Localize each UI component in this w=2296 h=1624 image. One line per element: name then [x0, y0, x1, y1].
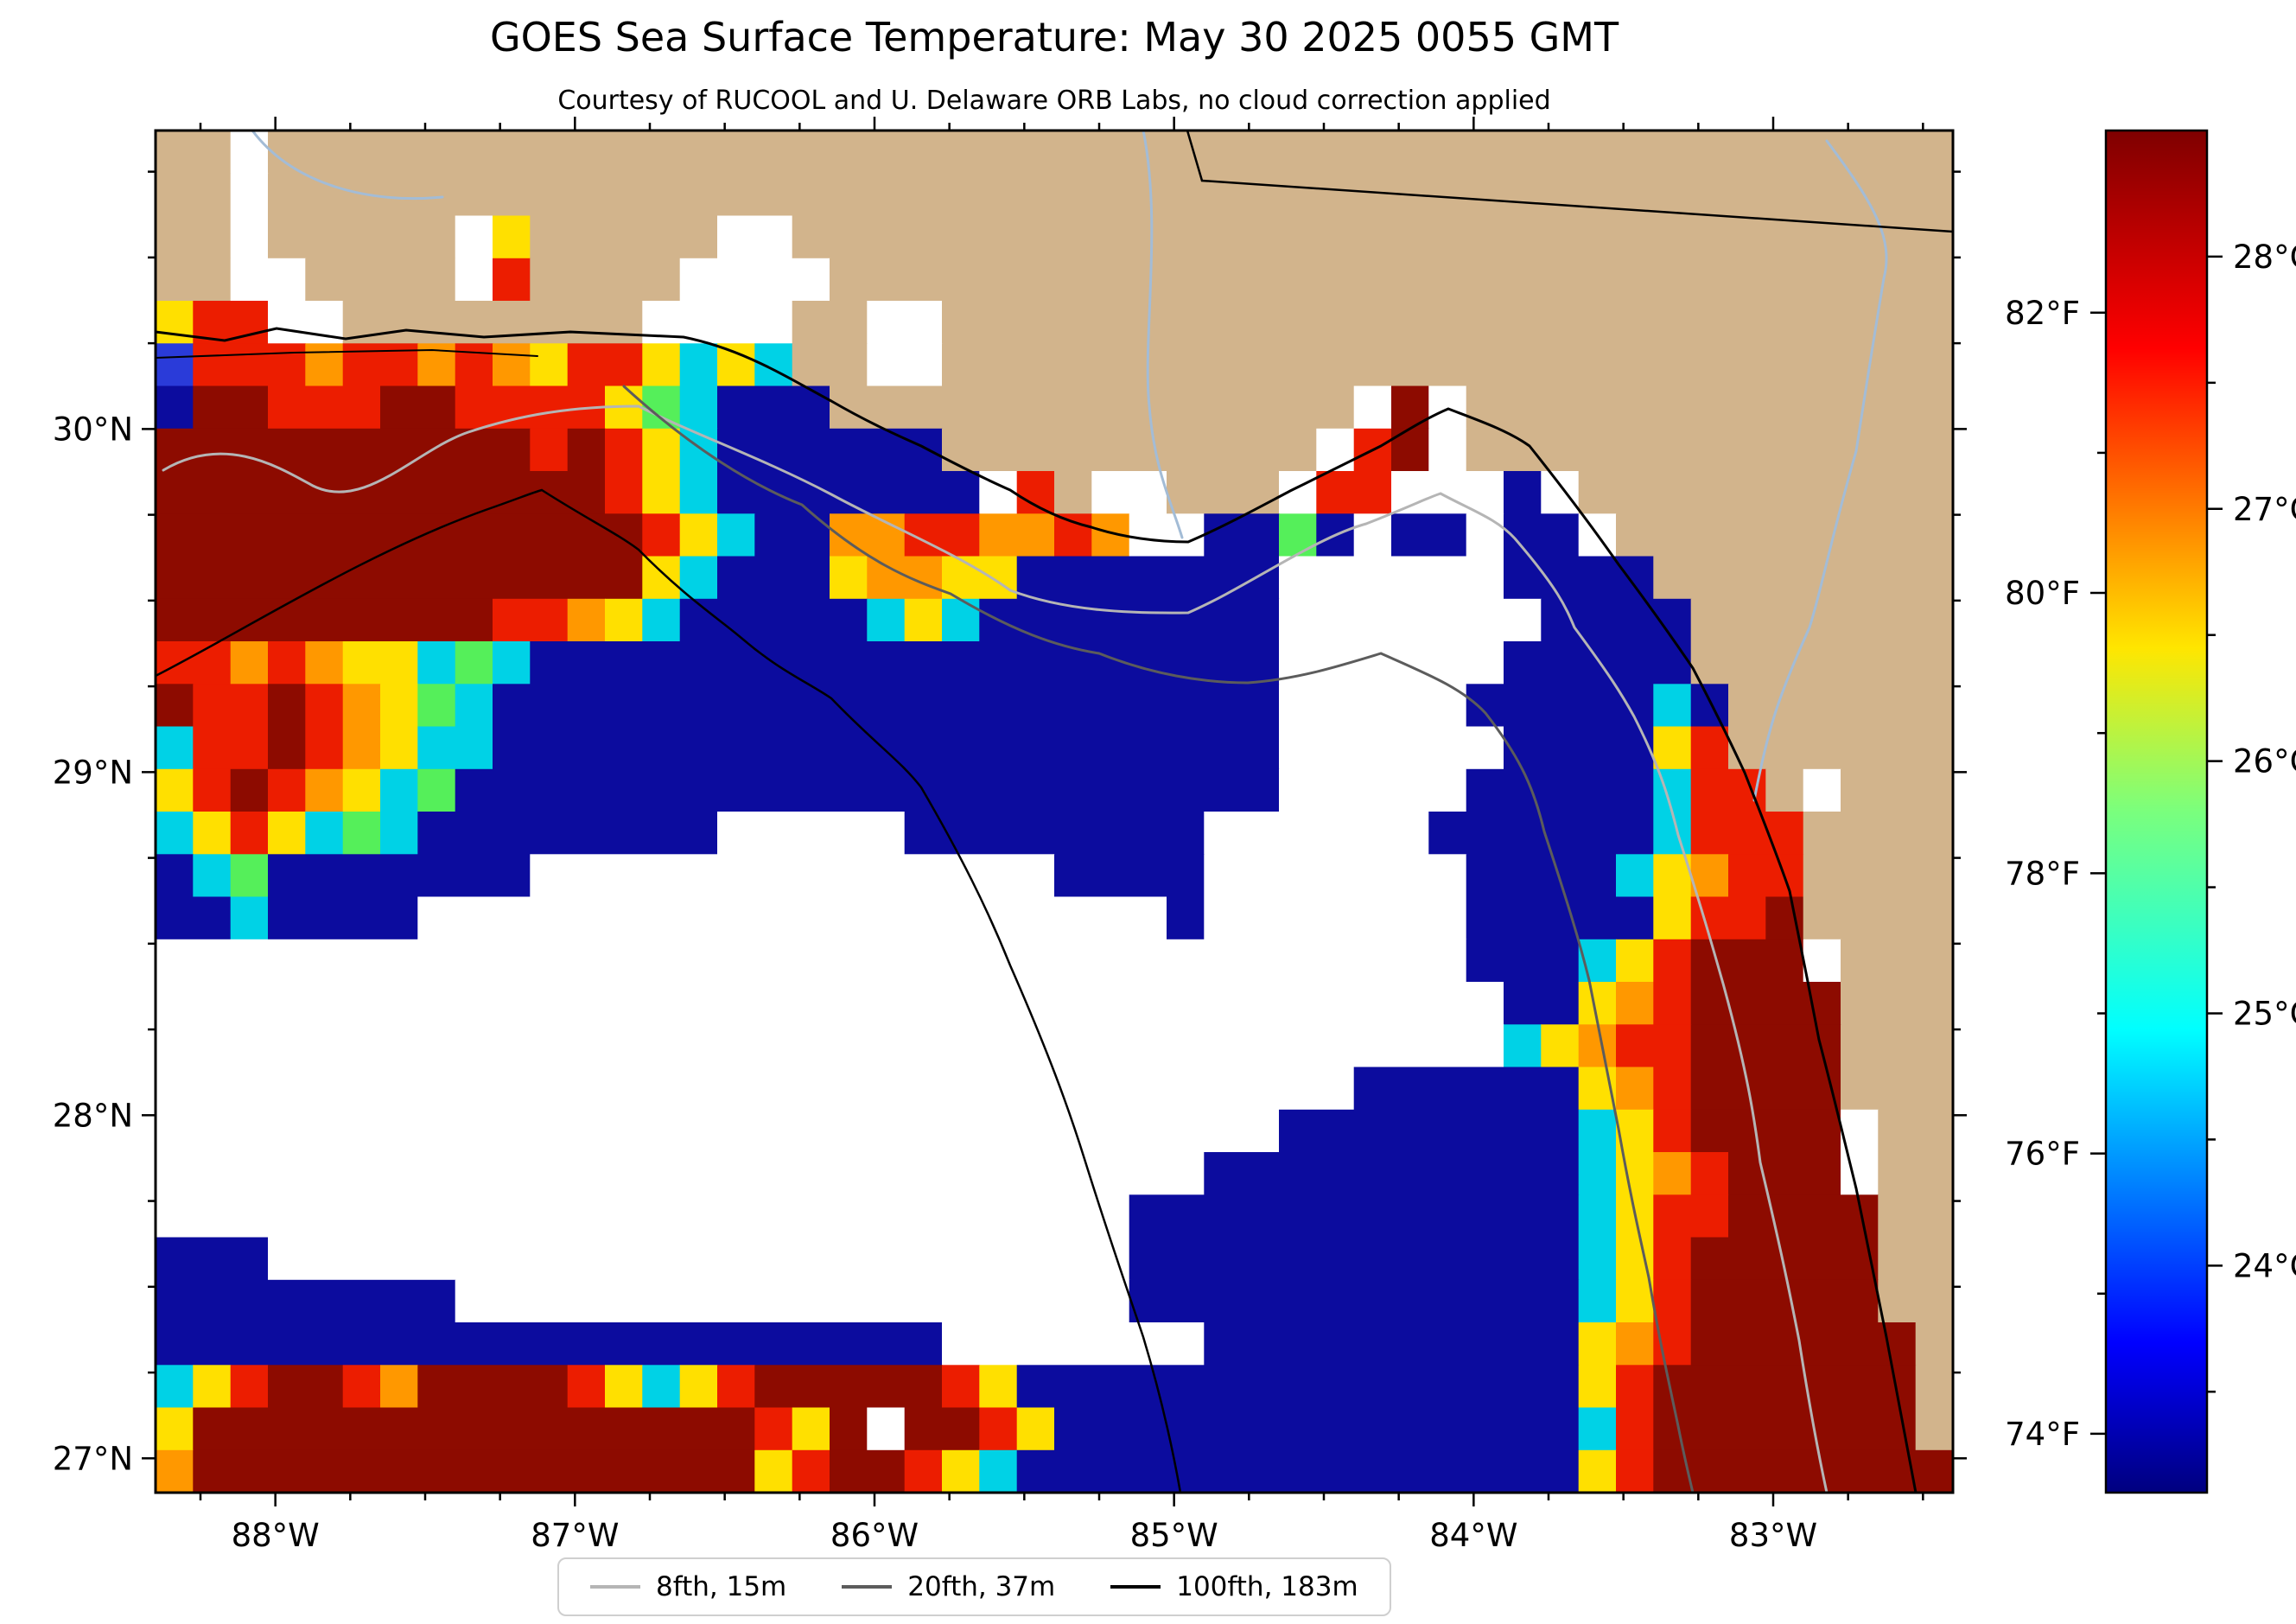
axis-tick-labels: 88°W 87°W 86°W 85°W 84°W 83°W 30°N 29°N 28°N 27°N… [53, 239, 2296, 1554]
river-suwannee [1752, 139, 1888, 802]
contour-100fth [156, 488, 1182, 1493]
legend-label-8fth: 8fth, 15m [656, 1571, 787, 1602]
legend-label-20fth: 20fth, 37m [907, 1571, 1056, 1602]
contour-20fth [622, 385, 1695, 1493]
colorbar-frame [2104, 129, 2209, 1494]
chart-title: GOES Sea Surface Temperature: May 30 202… [489, 14, 1619, 61]
tick-label: 86°W [830, 1517, 919, 1554]
legend-label-100fth: 100fth, 183m [1176, 1571, 1358, 1602]
tick-label: 78°F [2005, 855, 2080, 892]
tick-label: 30°N [53, 411, 133, 448]
depth-contour-legend: 8fth, 15m 20fth, 37m 100fth, 183m [557, 1557, 1391, 1616]
tick-label: 80°F [2005, 575, 2080, 612]
chart-subtitle: Courtesy of RUCOOL and U. Delaware ORB L… [557, 86, 1551, 116]
contour-8fth [162, 404, 1829, 1493]
map-frame [154, 129, 1955, 1494]
colorbar-gradient [2106, 131, 2207, 1493]
axis-ticks [142, 117, 2223, 1506]
river-apalachicola [1142, 131, 1184, 539]
tick-label: 27°N [53, 1440, 133, 1477]
state-border-line [1186, 131, 1953, 233]
tick-label: 87°W [531, 1517, 619, 1554]
tick-label: 24°C [2233, 1247, 2296, 1284]
coastline [156, 327, 1918, 1493]
tick-label: 29°N [53, 754, 133, 791]
legend-item-8fth: 8fth, 15m [590, 1571, 786, 1602]
legend-item-100fth: 100fth, 183m [1110, 1571, 1358, 1602]
river-top-left [251, 131, 444, 201]
tick-label: 25°C [2233, 995, 2296, 1032]
tick-label: 88°W [232, 1517, 320, 1554]
tick-label: 26°C [2233, 743, 2296, 780]
map-overlays [156, 131, 1953, 1493]
tick-label: 74°F [2005, 1416, 2080, 1453]
tick-label: 83°W [1729, 1517, 1817, 1554]
tick-label: 76°F [2005, 1136, 2080, 1173]
legend-line-8fth-icon [590, 1585, 640, 1589]
tick-label: 85°W [1130, 1517, 1218, 1554]
legend-line-100fth-icon [1110, 1585, 1161, 1589]
legend-item-20fth: 20fth, 37m [842, 1571, 1055, 1602]
tick-label: 82°F [2005, 295, 2080, 332]
tick-label: 27°C [2233, 491, 2296, 528]
tick-label: 28°C [2233, 239, 2296, 276]
barrier-islands [156, 348, 538, 359]
sst-raster [156, 131, 1953, 1493]
tick-label: 28°N [53, 1097, 133, 1134]
legend-line-20fth-icon [842, 1585, 893, 1589]
tick-label: 84°W [1429, 1517, 1517, 1554]
